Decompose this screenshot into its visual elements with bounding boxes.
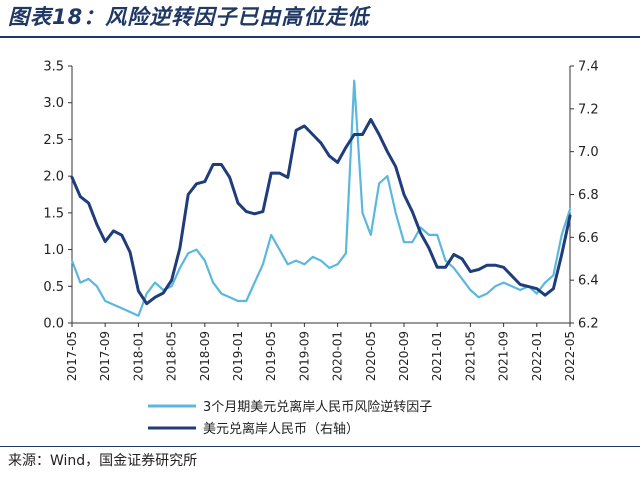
x-tick-label: 2021-09 — [497, 331, 511, 381]
y-left-tick-label: 1.0 — [43, 243, 64, 258]
source-note: 来源：Wind，国金证券研究所 — [8, 453, 198, 469]
y-right-tick-label: 6.8 — [578, 188, 599, 203]
chart-series — [70, 79, 572, 317]
x-tick-label: 2020-05 — [364, 331, 378, 381]
x-tick-label: 2022-05 — [563, 331, 577, 381]
chart-axes: 0.0 0.5 1.0 1.5 2.0 2.5 3.0 3.5 6.2 6.4 6.6 6.8 7.0 7… — [43, 60, 598, 382]
y-right-tick-label: 7.0 — [578, 145, 599, 160]
y-right-tick-label: 6.2 — [578, 317, 599, 332]
x-tick-label: 2018-05 — [165, 331, 179, 381]
x-tick-label: 2017-09 — [98, 331, 112, 381]
x-tick-label: 2021-05 — [463, 331, 477, 381]
x-tick-label: 2020-01 — [331, 331, 345, 381]
y-left-tick-label: 3.5 — [43, 60, 64, 75]
legend-label-dark: 美元兑离岸人民币（右轴） — [203, 421, 359, 437]
x-tick-label: 2018-01 — [131, 331, 145, 381]
y-right-tick-label: 7.4 — [578, 60, 599, 75]
y-left-tick-label: 0.5 — [43, 280, 64, 295]
x-tick-label: 2018-09 — [198, 331, 212, 381]
series-line-risk-reversal — [70, 79, 572, 317]
y-left-tick-label: 3.0 — [43, 96, 64, 111]
x-tick-label: 2019-09 — [297, 331, 311, 381]
y-left-tick-label: 2.0 — [43, 170, 64, 185]
x-tick-label: 2017-05 — [65, 331, 79, 381]
x-tick-label: 2020-09 — [397, 331, 411, 381]
figure-title: 图表18：风险逆转因子已由高位走低 — [8, 5, 370, 29]
y-left-tick-label: 1.5 — [43, 206, 64, 221]
y-right-tick-label: 6.6 — [578, 231, 599, 246]
line-chart: 0.0 0.5 1.0 1.5 2.0 2.5 3.0 3.5 6.2 6.4 6.6 6.8 7.0 7… — [43, 60, 598, 438]
y-left-tick-label: 0.0 — [43, 317, 64, 332]
x-tick-label: 2019-01 — [231, 331, 245, 381]
y-right-tick-label: 6.4 — [578, 274, 599, 289]
x-tick-label: 2019-05 — [264, 331, 278, 381]
x-tick-label: 2022-01 — [530, 331, 544, 381]
series-line-usdcnh — [70, 118, 572, 306]
y-left-tick-label: 2.5 — [43, 133, 64, 148]
title-divider — [0, 36, 640, 38]
x-tick-label: 2021-01 — [430, 331, 444, 381]
source-divider — [0, 446, 640, 447]
y-right-tick-label: 7.2 — [578, 102, 599, 117]
legend-label-light: 3个月期美元兑离岸人民币风险逆转因子 — [203, 399, 432, 415]
chart-legend: 3个月期美元兑离岸人民币风险逆转因子 美元兑离岸人民币（右轴） — [148, 399, 432, 437]
